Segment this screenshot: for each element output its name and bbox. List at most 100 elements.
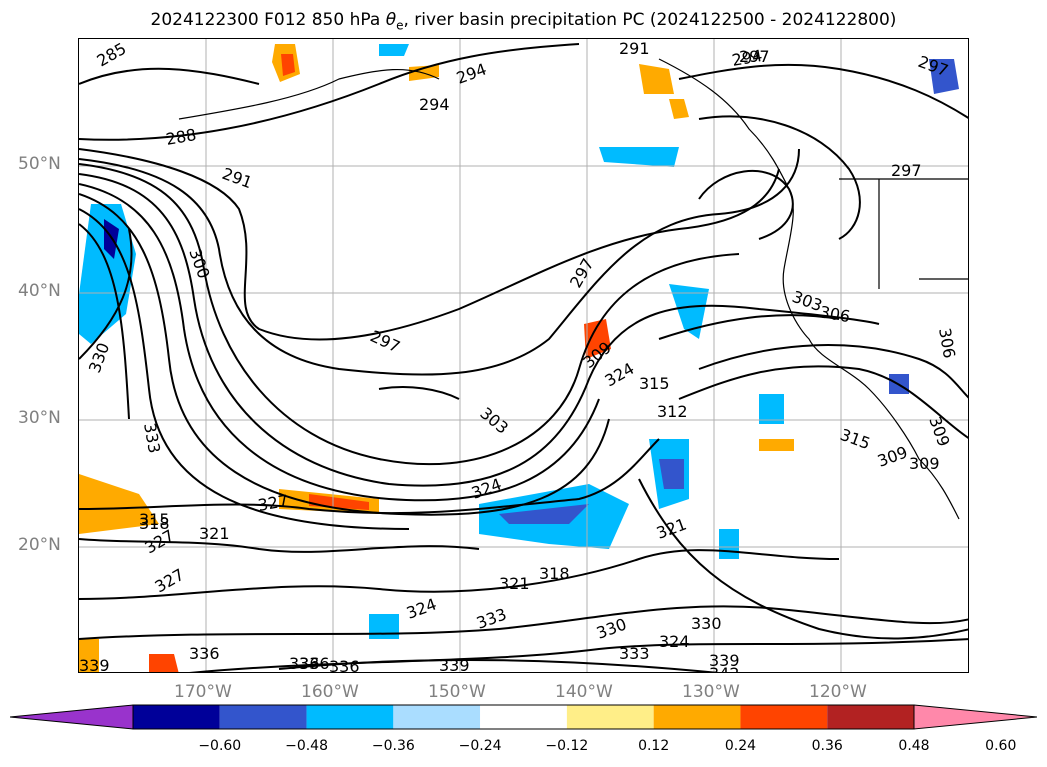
contour-label: 327 <box>152 565 188 597</box>
contour-label: 324 <box>404 594 439 622</box>
contour-label: 297 <box>367 326 403 356</box>
colorbar-swatch <box>740 705 828 729</box>
contour-label: 342 <box>709 664 740 673</box>
colorbar-swatch <box>566 705 654 729</box>
contour-label: 339 <box>79 656 110 673</box>
contour-label: 336 <box>329 657 360 673</box>
precip-negative-patch <box>759 394 784 424</box>
contour-label: 321 <box>654 514 689 542</box>
contour-label: 309 <box>925 414 953 449</box>
contour-label: 318 <box>139 514 170 533</box>
contour-label: 309 <box>875 442 910 470</box>
contour-label: 324 <box>602 359 638 391</box>
contour-label: 291 <box>619 39 650 58</box>
contour-label: 297 <box>916 52 951 80</box>
colorbar-extend-low <box>10 704 134 730</box>
contour-label: 336 <box>189 644 220 663</box>
title-sub: e <box>396 18 404 33</box>
colorbar-swatch <box>827 705 914 729</box>
precip-negative-patch <box>669 284 709 339</box>
contour-label: 288 <box>164 125 197 149</box>
title-suffix: , river basin precipitation PC (20241225… <box>403 10 897 30</box>
lon-label: 160°W <box>301 682 359 702</box>
colorbar-tick-label: 0.36 <box>811 738 843 754</box>
contour-label: 291 <box>220 164 255 192</box>
contour-label: 303 <box>476 404 512 438</box>
precip-positive-patch <box>281 54 295 76</box>
colorbar-tick-label: 0.60 <box>985 738 1017 754</box>
contour-label: 315 <box>139 510 170 529</box>
contour-label: 330 <box>691 614 722 633</box>
lon-label: 150°W <box>428 682 486 702</box>
precip-positive-patch <box>759 439 794 451</box>
precip-positive-patch <box>639 64 674 94</box>
theta-e-contours <box>79 43 968 672</box>
contour-label: 312 <box>657 402 688 421</box>
precip-positive-patch <box>149 654 179 672</box>
lon-label: 140°W <box>555 682 613 702</box>
contour-label: 315 <box>838 425 873 453</box>
contour-label: 306 <box>818 302 851 326</box>
lon-label: 130°W <box>682 682 740 702</box>
contour-label: 285 <box>94 39 130 70</box>
chart-title: 2024122300 F012 850 hPa θe, river basin … <box>0 10 1047 32</box>
colorbar-tick-label: −0.24 <box>458 738 502 754</box>
contour-label: 330 <box>85 340 113 375</box>
precip-negative-patch <box>929 59 959 94</box>
colorbar-tick-label: −0.12 <box>545 738 589 754</box>
graticule <box>79 39 968 672</box>
colorbar-tick-label: 0.48 <box>898 738 930 754</box>
colorbar-tick-label: −0.48 <box>285 738 328 754</box>
contour-label: 324 <box>659 632 690 651</box>
coastlines <box>178 58 968 520</box>
contour-label: 318 <box>539 564 570 583</box>
contour-label: 306 <box>935 326 959 359</box>
contour-label: 336 <box>299 654 330 673</box>
contour-label: 324 <box>469 474 504 502</box>
colorbar-swatch <box>480 705 567 729</box>
contour-label: 339 <box>439 656 470 673</box>
colorbar-tick-label: 0.24 <box>724 738 757 754</box>
colorbar <box>10 704 1037 730</box>
precip-negative-patch <box>719 529 739 559</box>
colorbar-tick-label: −0.60 <box>198 738 242 754</box>
lat-label: 40°N <box>18 281 61 301</box>
colorbar-swatch <box>133 705 220 729</box>
contour-label: 333 <box>140 421 164 454</box>
precip-negative-patch <box>379 44 409 56</box>
colorbar-border <box>132 704 915 730</box>
contour-label: 330 <box>594 614 629 642</box>
contour-label: 315 <box>639 374 670 393</box>
title-prefix: 2024122300 F012 850 hPa <box>150 10 386 30</box>
contour-label: 327 <box>256 491 289 515</box>
contour-label: 294 <box>419 95 450 114</box>
lat-label: 50°N <box>18 154 61 174</box>
precip-positive-patch <box>584 319 611 359</box>
colorbar-swatch <box>393 705 481 729</box>
contour-label: 321 <box>499 574 530 593</box>
colorbar-extend-high <box>913 704 1037 730</box>
contour-label: 294 <box>454 59 489 87</box>
contour-label: 333 <box>619 644 650 663</box>
lat-label: 30°N <box>18 408 61 428</box>
contour-label: 321 <box>199 524 230 543</box>
precip-positive-patch <box>79 639 99 672</box>
map-panel: 285 288 291 291 294 294 294 297 297 297 297 297 300 3… <box>78 38 969 673</box>
colorbar-tick-label: 0.12 <box>638 738 670 754</box>
contour-label: 297 <box>891 161 922 180</box>
colorbar-swatch <box>653 705 741 729</box>
title-theta: θ <box>385 10 397 30</box>
precip-negative-patch <box>369 614 399 639</box>
precip-positive-patch <box>669 99 689 119</box>
lon-label: 170°W <box>174 682 232 702</box>
precip-shading <box>79 44 959 672</box>
contour-label: 309 <box>909 454 940 473</box>
colorbar-swatch <box>306 705 394 729</box>
lon-label: 120°W <box>809 682 867 702</box>
precip-negative-patch <box>599 147 679 167</box>
lat-label: 20°N <box>18 535 61 555</box>
contour-label: 336 <box>289 654 320 673</box>
colorbar-tick-label: −0.36 <box>371 738 415 754</box>
